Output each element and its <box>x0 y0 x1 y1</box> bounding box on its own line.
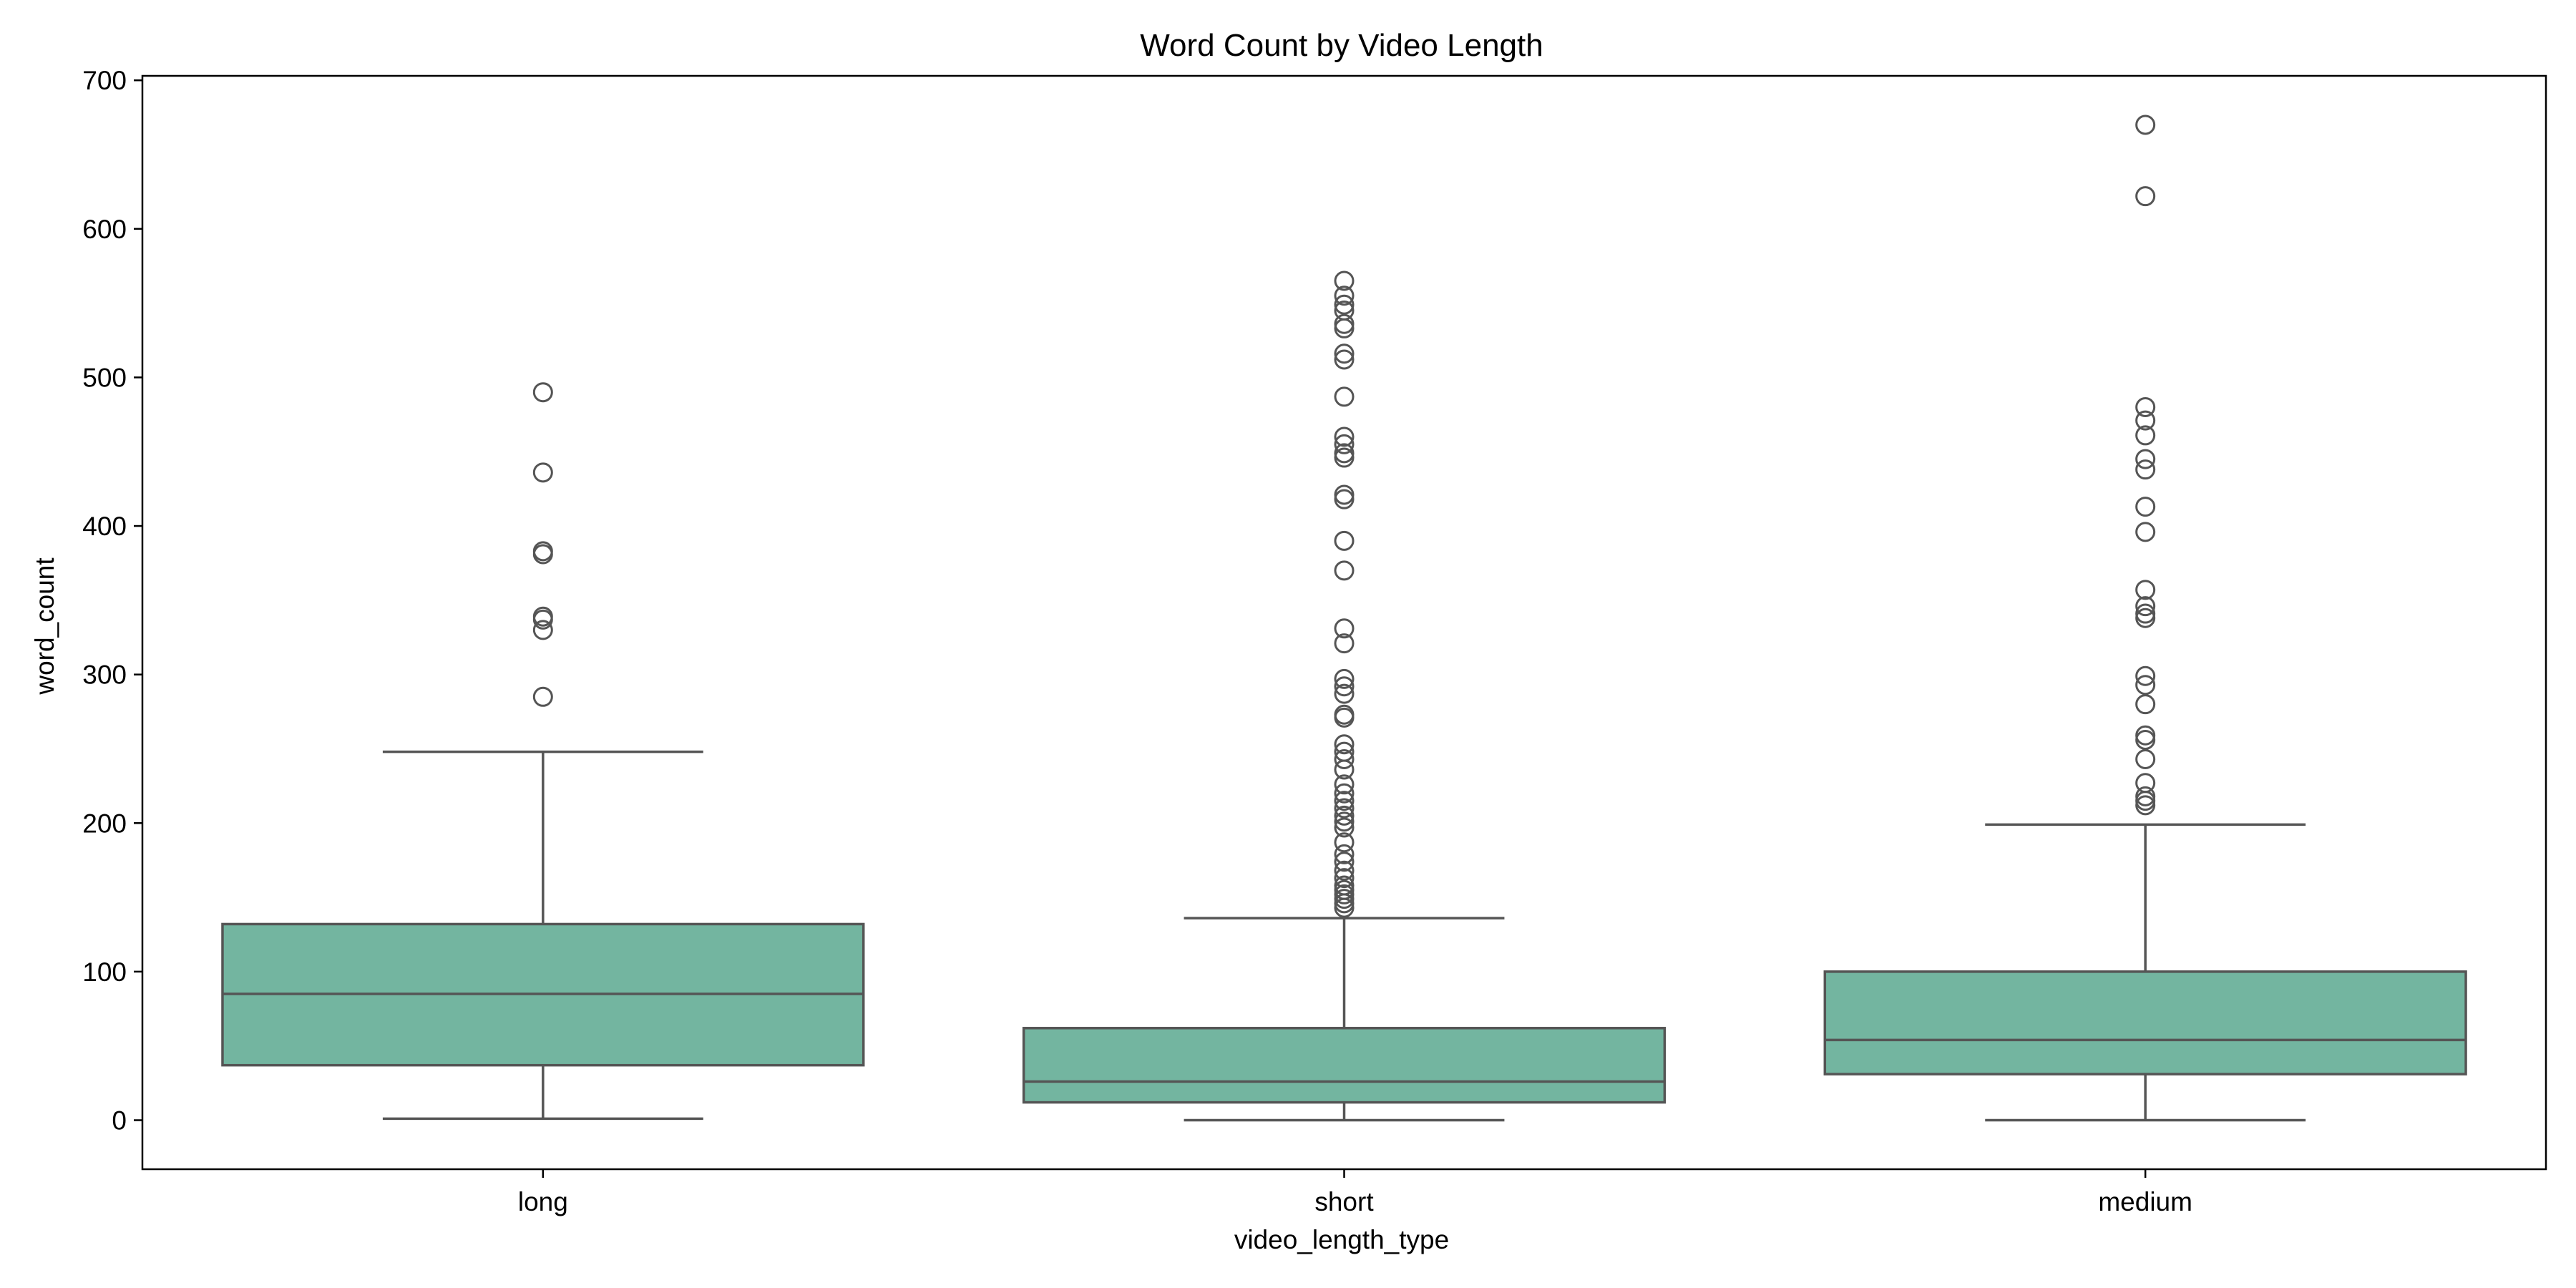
outlier-point <box>1334 270 1355 291</box>
outlier-point <box>532 620 553 640</box>
outlier-point <box>1334 447 1355 468</box>
outlier-point <box>1334 734 1355 755</box>
outlier-point <box>2135 675 2156 696</box>
outlier-point <box>1334 774 1355 795</box>
x-tick-label: medium <box>2098 1187 2192 1216</box>
outlier-point <box>2135 665 2156 686</box>
plot-frame <box>141 74 2547 1171</box>
outlier-point <box>1334 791 1355 811</box>
outlier-point <box>2135 580 2156 600</box>
outlier-point <box>2135 396 2156 417</box>
outlier-point <box>1334 759 1355 780</box>
outlier-point <box>1334 286 1355 306</box>
x-axis-label: video_length_type <box>1234 1225 1449 1254</box>
box-short <box>1022 1027 1667 1104</box>
outlier-point <box>1334 805 1355 826</box>
outlier-point <box>1334 484 1355 505</box>
outlier-point <box>2135 449 2156 469</box>
outlier-point <box>1334 343 1355 364</box>
outlier-point <box>1334 683 1355 704</box>
outlier-point <box>1334 897 1355 918</box>
outlier-point <box>1334 349 1355 370</box>
outlier-point <box>2135 795 2156 816</box>
outlier-point <box>1334 668 1355 689</box>
outlier-point <box>1334 560 1355 581</box>
y-tick-label: 400 <box>82 512 127 541</box>
outlier-point <box>1334 707 1355 728</box>
outlier-point <box>1334 832 1355 853</box>
outlier-point <box>2135 608 2156 628</box>
y-tick-label: 0 <box>112 1106 127 1135</box>
outlier-point <box>2135 522 2156 542</box>
outlier-point <box>1334 811 1355 832</box>
outlier-point <box>1334 426 1355 447</box>
y-tick-label: 200 <box>82 809 127 838</box>
outlier-point <box>1334 860 1355 881</box>
outlier-point <box>1334 294 1355 315</box>
y-tick-label: 500 <box>82 363 127 392</box>
x-tick-label: short <box>1314 1187 1374 1216</box>
outlier-point <box>2135 730 2156 751</box>
outlier-point <box>532 686 553 707</box>
outlier-point <box>532 609 553 630</box>
outlier-point <box>1334 386 1355 407</box>
outlier-point <box>1334 313 1355 334</box>
outlier-point <box>532 544 553 565</box>
outlier-point <box>2135 186 2156 207</box>
y-tick-label: 600 <box>82 215 127 244</box>
outlier-point <box>2135 425 2156 446</box>
outlier-point <box>1334 633 1355 654</box>
plot-area: 0 100 200 300 400 500 600 700 long short medium <box>82 66 2547 1216</box>
outlier-point <box>1334 868 1355 889</box>
outlier-point <box>2135 725 2156 746</box>
outlier-point <box>2135 497 2156 517</box>
outlier-point <box>1334 489 1355 509</box>
outlier-point <box>1334 618 1355 639</box>
outlier-point <box>2135 749 2156 769</box>
outlier-point <box>532 382 553 403</box>
outlier-point <box>1334 798 1355 819</box>
outlier-point <box>2135 459 2156 480</box>
y-tick-label: 100 <box>82 957 127 987</box>
y-tick-label: 300 <box>82 660 127 690</box>
box-medium <box>1823 970 2467 1075</box>
chart-title: Word Count by Video Length <box>1140 28 1543 63</box>
outlier-point <box>1334 318 1355 338</box>
outlier-point <box>1334 434 1355 454</box>
outlier-point <box>1334 530 1355 551</box>
outlier-point <box>1334 676 1355 697</box>
outlier-point <box>532 462 553 483</box>
outlier-point <box>1334 844 1355 864</box>
outlier-point <box>1334 852 1355 872</box>
outlier-point <box>2135 410 2156 431</box>
outlier-point <box>1334 749 1355 769</box>
outlier-point <box>2135 694 2156 715</box>
outlier-point <box>1334 783 1355 804</box>
y-tick-label: 700 <box>82 66 127 95</box>
x-tick-label: long <box>518 1187 568 1216</box>
outlier-point <box>2135 791 2156 811</box>
outlier-point <box>2135 114 2156 135</box>
outlier-point <box>1334 817 1355 838</box>
y-axis-label: word_count <box>30 557 59 696</box>
outlier-point <box>2135 596 2156 617</box>
